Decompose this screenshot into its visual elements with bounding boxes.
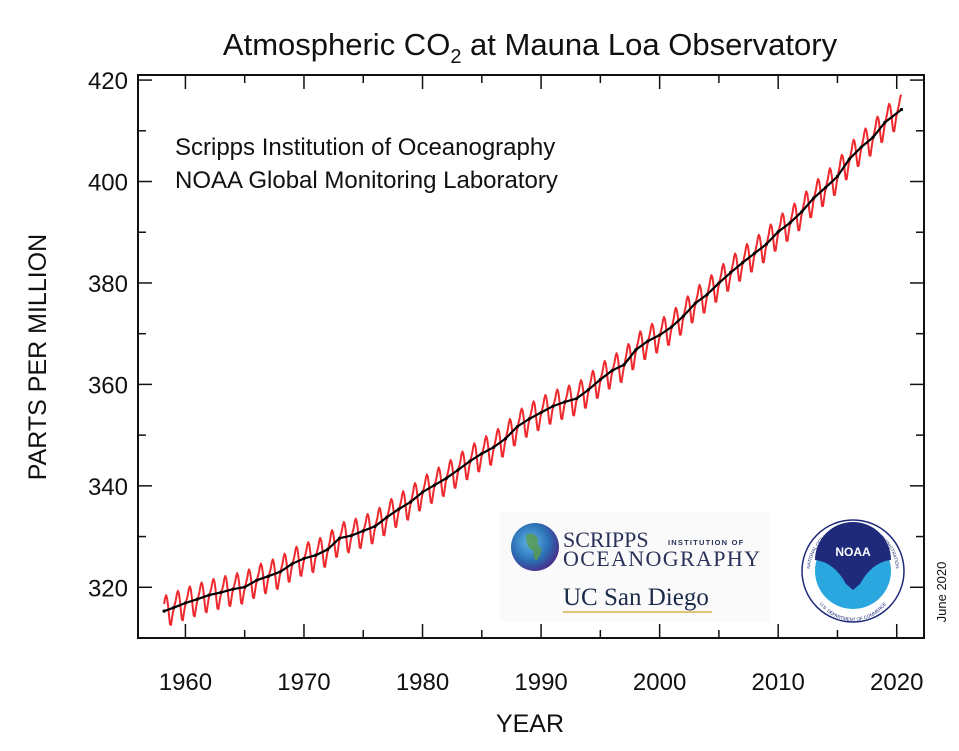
y-tick-label: 400 — [88, 170, 128, 197]
trend-point — [539, 410, 543, 415]
y-tick-label: 420 — [88, 68, 128, 95]
trend-point — [622, 363, 626, 367]
trend-point — [729, 270, 733, 274]
scripps-line1: SCRIPPS — [563, 527, 649, 552]
trend-point — [563, 400, 567, 404]
x-tick-label: 1960 — [159, 669, 212, 696]
trend-point — [266, 574, 271, 578]
trend-point — [824, 185, 828, 190]
x-tick-label: 1980 — [396, 669, 449, 696]
title-suffix: at Mauna Loa Observatory — [461, 27, 837, 62]
scripps-line1-small: INSTITUTION OF — [668, 538, 744, 547]
y-tick-label: 360 — [88, 372, 128, 399]
trend-point — [503, 437, 508, 441]
date-note: June 2020 — [934, 562, 949, 623]
trend-point — [314, 553, 318, 557]
x-tick-label: 2020 — [870, 669, 923, 696]
trend-point — [752, 251, 757, 255]
trend-point — [254, 578, 259, 582]
trend-point — [468, 459, 472, 463]
ucsd-text: UC San Diego — [563, 584, 709, 611]
trend-point — [278, 570, 282, 574]
noaa-wordmark: NOAA — [835, 545, 871, 559]
trend-point — [162, 609, 166, 613]
trend-point — [835, 174, 840, 178]
trend-point — [705, 293, 709, 297]
title-subscript: 2 — [450, 46, 461, 68]
trend-point — [681, 314, 685, 318]
x-tick-label: 1970 — [277, 669, 330, 696]
trend-point — [397, 507, 401, 511]
trend-point — [195, 597, 199, 601]
trend-point — [717, 281, 721, 285]
trend-point — [349, 533, 353, 538]
trend-point — [337, 536, 342, 540]
x-tick-label: 1990 — [514, 669, 567, 696]
trend-point — [480, 452, 484, 456]
trend-point — [492, 445, 496, 449]
trend-point — [800, 210, 804, 214]
axis-ticks — [138, 75, 924, 638]
trend-point — [764, 242, 768, 246]
trend-point — [883, 120, 887, 124]
scripps-logo: SCRIPPS INSTITUTION OF OCEANOGRAPHY UC S… — [500, 512, 770, 622]
x-axis-label: YEAR — [496, 710, 564, 738]
trend-point — [610, 368, 614, 373]
trend-point — [847, 157, 851, 161]
y-axis-label: PARTS PER MILLION — [24, 234, 52, 480]
trend-point — [788, 221, 792, 225]
trend-point — [444, 476, 448, 480]
trend-point — [373, 524, 377, 528]
trend-point — [859, 145, 863, 149]
x-tick-label: 2000 — [633, 669, 686, 696]
trend-point — [586, 388, 591, 392]
trend-point — [207, 593, 211, 597]
trend-point — [302, 556, 306, 561]
trend-point — [409, 500, 413, 504]
trend-point — [385, 515, 389, 519]
trend-point — [243, 585, 247, 589]
y-tick-label: 340 — [88, 474, 128, 501]
trend-point — [183, 601, 188, 605]
trend-point — [658, 333, 662, 337]
trend-point — [219, 590, 223, 595]
annotation-noaa: NOAA Global Monitoring Laboratory — [175, 167, 558, 194]
trend-point — [527, 417, 531, 421]
trend-point — [741, 260, 745, 265]
chart-title: Atmospheric CO2 at Mauna Loa Observatory — [223, 27, 838, 68]
x-tick-label: 2010 — [751, 669, 804, 696]
trend-point — [776, 230, 780, 234]
trend-point — [456, 468, 460, 472]
trend-point — [646, 339, 650, 343]
trend-point — [432, 483, 436, 487]
trend-point — [575, 396, 579, 401]
trend-point — [669, 325, 674, 329]
x-tick-labels: 1960 1970 1980 1990 2000 2010 2020 — [159, 669, 924, 696]
trend-point — [899, 107, 904, 112]
plot-frame — [137, 74, 925, 639]
annotation-scripps: Scripps Institution of Oceanography — [175, 134, 555, 161]
y-tick-label: 320 — [88, 575, 128, 602]
noaa-logo: NATIONAL OCEANIC AND ATMOSPHERIC ADMINIS… — [801, 519, 905, 623]
trend-point — [326, 547, 330, 552]
plot-area — [162, 94, 904, 626]
y-tick-label: 380 — [88, 271, 128, 298]
trend-point — [290, 562, 294, 566]
trend-point — [812, 196, 816, 200]
trend-point — [231, 587, 235, 591]
y-tick-labels: 320 340 360 380 400 420 — [88, 68, 128, 602]
trend-point — [598, 377, 602, 382]
trend-point — [693, 301, 697, 305]
trend-point — [871, 135, 875, 139]
trend-point — [634, 348, 638, 352]
trend-point — [420, 490, 425, 494]
trend-point — [515, 424, 519, 429]
trend-point — [361, 529, 365, 533]
trend-point — [551, 404, 555, 408]
trend-point — [171, 606, 176, 610]
